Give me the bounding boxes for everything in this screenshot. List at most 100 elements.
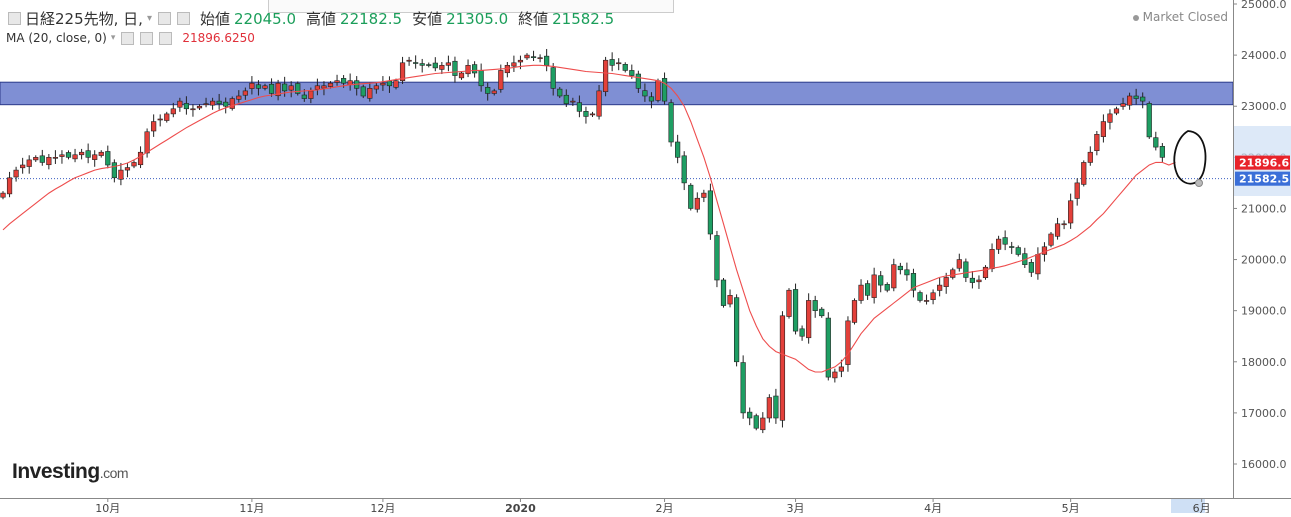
- logo-suffix: .com: [99, 465, 129, 481]
- candle-down: [1140, 96, 1146, 102]
- candle-down: [1159, 146, 1165, 158]
- candle-up: [399, 62, 406, 81]
- investing-logo: Investing.com: [12, 460, 129, 484]
- candle-down: [563, 94, 569, 104]
- y-tick-label: 23000.0: [1241, 100, 1287, 113]
- annotation-circle: [1173, 130, 1207, 185]
- candle-up: [838, 366, 844, 372]
- candle-up: [930, 292, 936, 300]
- ma-line: [2, 64, 1176, 373]
- candle-up: [151, 121, 157, 132]
- candle-down: [1146, 103, 1152, 138]
- candle-up: [858, 284, 864, 301]
- candle-up: [321, 85, 327, 89]
- candle-down: [85, 150, 91, 158]
- candle-up: [1100, 121, 1106, 137]
- candle-up: [616, 62, 622, 65]
- y-tick-label: 20000.0: [1241, 254, 1287, 267]
- candle-down: [452, 60, 458, 76]
- candle-up: [1127, 95, 1133, 106]
- gear-icon[interactable]: [176, 12, 190, 25]
- candle-down: [183, 103, 190, 110]
- candle-up: [832, 371, 838, 379]
- candle-up: [367, 88, 373, 99]
- candle-up: [131, 162, 137, 167]
- candle-up: [1054, 223, 1061, 237]
- candle-up: [26, 159, 32, 167]
- candle-down: [583, 111, 589, 117]
- x-tick-label: 6月: [1193, 502, 1211, 513]
- eye-icon[interactable]: [157, 12, 171, 25]
- candle-down: [223, 101, 229, 107]
- candle-up: [144, 131, 150, 154]
- ma-price-tag-top: 21896.6: [1239, 157, 1289, 170]
- ma-dropdown-icon[interactable]: ▾: [110, 33, 116, 43]
- candle-down: [622, 64, 628, 71]
- collapse-icon[interactable]: [8, 12, 21, 25]
- candle-down: [216, 100, 222, 104]
- drawing-toolbar[interactable]: [268, 0, 674, 13]
- candle-up: [956, 259, 962, 269]
- candle-up: [275, 82, 281, 97]
- candle-up: [517, 59, 524, 63]
- open-value: 22045.0: [233, 9, 297, 28]
- legend-ma: MA (20, close, 0) ▾ 21896.6250: [6, 31, 255, 45]
- candle-down: [635, 73, 641, 89]
- candle-down: [432, 62, 438, 69]
- x-tick-label: 4月: [924, 502, 942, 513]
- candle-up: [157, 118, 163, 121]
- y-tick-label: 18000.0: [1241, 356, 1287, 369]
- candle-up: [655, 80, 661, 101]
- settings-icon[interactable]: ▾: [146, 13, 152, 24]
- candle-up: [458, 72, 465, 79]
- ma-eye-icon[interactable]: [121, 31, 135, 45]
- x-tick-label: 12月: [370, 502, 395, 513]
- candle-up: [33, 157, 39, 161]
- candle-up: [766, 397, 772, 419]
- candle-down: [773, 395, 779, 419]
- candle-up: [1120, 103, 1126, 107]
- candle-down: [471, 64, 478, 74]
- candle-down: [413, 62, 419, 64]
- candle-up: [210, 100, 216, 106]
- candle-down: [426, 64, 432, 66]
- candle-down: [910, 273, 917, 291]
- candle-down: [282, 83, 288, 92]
- candle-up: [937, 284, 943, 291]
- candle-up: [1074, 182, 1080, 199]
- ma-close-icon[interactable]: [159, 31, 173, 45]
- candle-up: [950, 269, 956, 278]
- candle-down: [642, 90, 648, 97]
- candle-down: [268, 83, 275, 94]
- market-status: Market Closed: [1132, 10, 1228, 24]
- candle-down: [904, 269, 910, 276]
- candle-up: [406, 59, 412, 62]
- candle-up: [1068, 200, 1074, 224]
- candle-up: [393, 80, 399, 88]
- candle-up: [46, 157, 52, 166]
- candle-up: [806, 300, 812, 339]
- candle-down: [1015, 247, 1021, 255]
- candle-down: [819, 308, 825, 317]
- candle-up: [249, 82, 255, 89]
- candle-up: [995, 238, 1002, 250]
- candle-down: [747, 411, 753, 419]
- candle-up: [52, 157, 58, 159]
- candle-up: [989, 249, 995, 270]
- candle-down: [65, 152, 72, 158]
- candle-up: [871, 274, 877, 298]
- candle-up: [1048, 233, 1054, 246]
- candle-up: [439, 65, 445, 70]
- candle-up: [982, 266, 989, 279]
- y-tick-label: 16000.0: [1241, 458, 1287, 471]
- ma-gear-icon[interactable]: [140, 31, 154, 45]
- ma-label: MA (20, close, 0): [6, 31, 107, 45]
- candle-up: [79, 151, 85, 156]
- candle-down: [360, 86, 366, 97]
- candle-up: [314, 85, 321, 90]
- legend-ohlc: 日経225先物, 日, ▾ 始値 22045.0 高値 22182.5 安値 2130…: [6, 8, 614, 29]
- market-status-text: Market Closed: [1142, 10, 1228, 24]
- candle-down: [629, 70, 635, 76]
- candle-up: [308, 90, 314, 99]
